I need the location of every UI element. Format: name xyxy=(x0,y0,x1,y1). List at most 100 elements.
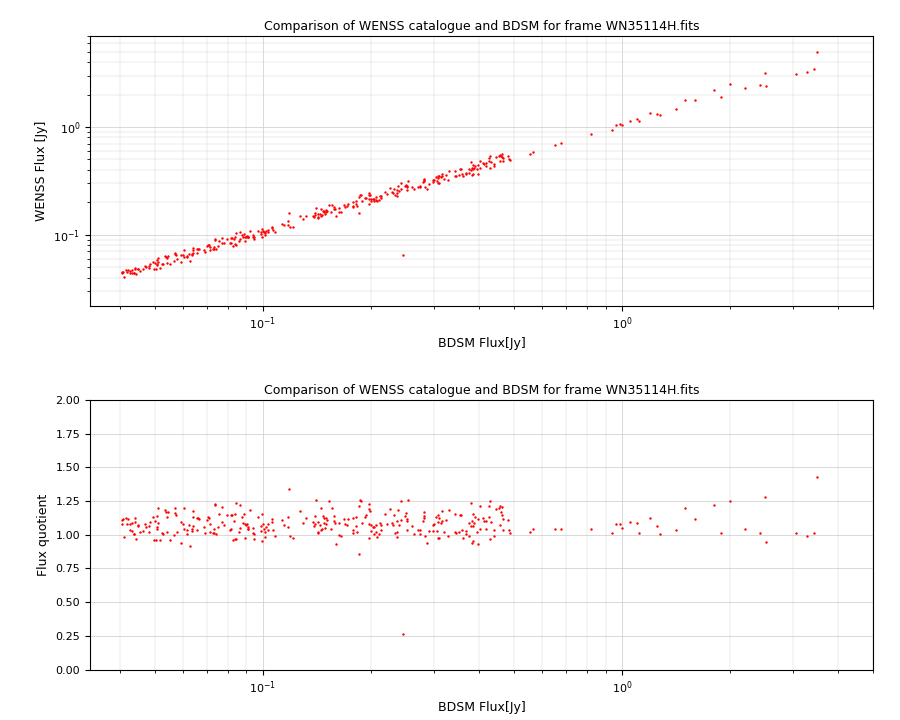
Point xyxy=(122,267,137,279)
Point xyxy=(465,169,480,181)
Point xyxy=(317,207,331,218)
Point xyxy=(122,524,137,536)
Point xyxy=(495,501,509,513)
Point xyxy=(208,234,222,246)
Point xyxy=(346,197,360,208)
Point xyxy=(503,154,517,166)
Point xyxy=(467,518,482,529)
Point xyxy=(310,212,325,223)
Point xyxy=(241,232,256,243)
Point xyxy=(168,510,183,521)
Point xyxy=(392,505,406,516)
Point xyxy=(265,222,279,233)
Point xyxy=(623,516,637,528)
Point xyxy=(215,237,230,248)
Point xyxy=(385,519,400,531)
Point xyxy=(250,511,265,523)
Point xyxy=(492,155,507,166)
Point xyxy=(241,523,256,535)
Point xyxy=(247,528,261,539)
Point xyxy=(133,526,148,538)
Point xyxy=(186,247,201,258)
Point xyxy=(501,153,516,165)
Point xyxy=(209,243,223,254)
Point xyxy=(147,534,161,546)
Point xyxy=(431,509,446,521)
Point xyxy=(309,202,323,214)
Point xyxy=(429,526,444,537)
Point xyxy=(238,235,252,247)
Point xyxy=(212,508,227,520)
Point xyxy=(609,120,624,131)
Point xyxy=(422,178,436,189)
Point xyxy=(320,514,334,526)
Point xyxy=(483,150,498,162)
Point xyxy=(281,219,295,230)
Point xyxy=(623,114,637,126)
Point xyxy=(387,189,401,200)
Point xyxy=(319,512,333,523)
Point xyxy=(299,512,313,523)
Point xyxy=(605,124,619,135)
Point xyxy=(458,526,473,537)
Point xyxy=(158,251,172,262)
Point xyxy=(220,509,234,521)
Point xyxy=(186,521,201,532)
Point xyxy=(151,256,166,268)
Point xyxy=(317,517,331,528)
Point xyxy=(358,510,373,521)
Point xyxy=(257,526,272,538)
Point xyxy=(215,516,230,528)
Point xyxy=(185,511,200,523)
Point xyxy=(487,525,501,536)
Point xyxy=(266,225,280,236)
Point xyxy=(526,523,540,535)
Point xyxy=(119,264,133,276)
Point xyxy=(466,163,481,174)
Point xyxy=(167,508,182,519)
Point xyxy=(176,249,191,261)
Point xyxy=(239,230,254,242)
Point xyxy=(522,148,536,159)
Point xyxy=(644,107,658,119)
Point xyxy=(325,503,339,514)
Point xyxy=(153,535,167,546)
X-axis label: BDSM Flux[Jy]: BDSM Flux[Jy] xyxy=(437,701,526,714)
Point xyxy=(479,515,493,526)
Point xyxy=(160,526,175,538)
Point xyxy=(315,205,329,217)
Point xyxy=(129,269,143,280)
Point xyxy=(283,221,297,233)
Point xyxy=(319,207,333,218)
Point xyxy=(332,529,347,541)
Point xyxy=(364,520,378,531)
Point xyxy=(240,518,255,530)
Point xyxy=(151,517,166,528)
Point xyxy=(374,190,389,202)
Point xyxy=(148,257,162,269)
Point xyxy=(476,158,491,169)
Point xyxy=(161,506,176,518)
Point xyxy=(417,174,431,186)
Point xyxy=(332,206,347,217)
Point xyxy=(267,226,282,238)
Point xyxy=(483,533,498,544)
Point xyxy=(471,168,485,179)
Point xyxy=(484,156,499,168)
Point xyxy=(310,516,325,528)
Point xyxy=(416,176,430,188)
Point xyxy=(466,508,481,520)
Point xyxy=(352,500,366,512)
Point xyxy=(156,258,170,270)
Point xyxy=(417,174,431,185)
Point xyxy=(238,518,253,530)
Point xyxy=(644,512,658,523)
Point xyxy=(190,524,204,536)
Point xyxy=(202,240,216,251)
Point xyxy=(176,502,191,513)
Point xyxy=(131,519,146,531)
Point xyxy=(310,526,325,538)
Point xyxy=(254,227,268,238)
Point xyxy=(149,523,164,535)
Point xyxy=(306,210,320,222)
